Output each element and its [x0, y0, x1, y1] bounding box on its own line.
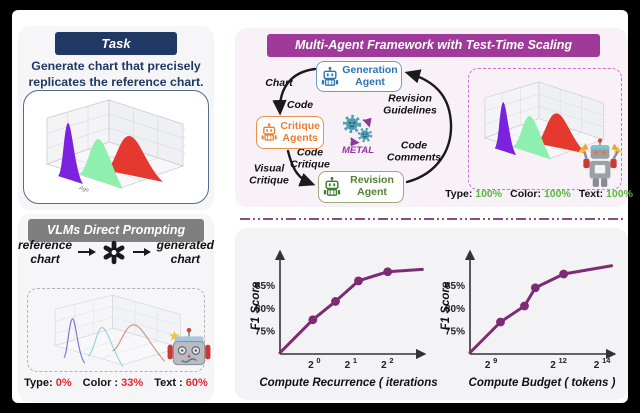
- task-description: Generate chart that precisely replicates…: [18, 59, 214, 91]
- vlm-metrics: Type: 0% Color : 33% Text : 60%: [18, 377, 214, 389]
- metric-text: Text : 60%: [154, 377, 208, 389]
- x-tick-base: 2: [345, 360, 351, 371]
- edge-label-chart: Chart: [265, 77, 293, 90]
- revision-agent-box: Revision Agent: [318, 171, 404, 203]
- critique-agents-box: Critique Agents: [256, 116, 324, 149]
- data-point: [496, 317, 505, 327]
- agent-cycle-arrows: [272, 67, 453, 187]
- metal-logo: METAL: [337, 112, 379, 156]
- framework-result-chart-box: [468, 68, 622, 190]
- vlm-flow-row: reference chart generated chart: [18, 238, 214, 267]
- metal-label: METAL: [341, 145, 374, 156]
- generated-chart-label: generated chart: [156, 238, 214, 267]
- metric-color: Color: 100%: [510, 188, 571, 200]
- chart-b-ylabel: F1 Score: [440, 281, 452, 330]
- flow-arrow-icon: [78, 248, 97, 257]
- data-point: [308, 315, 318, 325]
- dizzy-robot-icon: [167, 327, 211, 366]
- edge-label-code: Code: [286, 99, 314, 112]
- edge-label-visual-critique: Visual Critique: [249, 162, 289, 186]
- chart-a-xlabel: Compute Recurrence ( iterations ): [259, 377, 438, 389]
- metric-type: Type: 0%: [24, 377, 72, 389]
- y-tick-label: 80%: [255, 304, 275, 315]
- metal-gears-icon: [342, 114, 373, 146]
- y-tick-label: 75%: [255, 327, 275, 338]
- edge-label-code-comments: Code Comments: [386, 139, 442, 163]
- critique-agents-label: Critique Agents: [280, 119, 320, 144]
- metric-color: Color : 33%: [82, 377, 144, 389]
- y-tick-label: 85%: [445, 281, 465, 292]
- generation-agent-label: Generation Agent: [342, 63, 398, 88]
- flow-arrow-icon: [133, 248, 152, 257]
- x-tick-base: 2: [381, 360, 387, 371]
- reference-chart-xlabel: Age: [77, 185, 89, 194]
- framework-metrics: Type: 100% Color: 100% Text: 100%: [445, 188, 633, 200]
- x-tick-exponent: 12: [558, 356, 566, 365]
- task-header: Task: [55, 32, 177, 55]
- chart-b-xlabel: Compute Budget ( tokens ): [469, 377, 616, 389]
- metric-type: Type: 100%: [445, 188, 503, 200]
- data-point: [530, 283, 540, 293]
- metric-text: Text: 100%: [578, 188, 633, 200]
- generation-agent-box: Generation Agent: [316, 61, 402, 92]
- chart-a-ylabel: F1 Score: [250, 281, 262, 330]
- x-tick-exponent: 14: [602, 356, 611, 365]
- reference-chart-box: Age: [23, 90, 209, 204]
- revision-agent-label: Revision Agent: [350, 174, 394, 198]
- critique-robot-icon: [261, 122, 278, 141]
- x-tick-base: 2: [308, 360, 314, 371]
- happy-robot-icon: [578, 138, 622, 187]
- vlm-direct-prompting-panel: VLMs Direct Prompting reference chart ge…: [18, 214, 214, 402]
- framework-header: Multi-Agent Framework with Test-Time Sca…: [267, 34, 600, 57]
- x-tick-base: 2: [485, 360, 491, 371]
- data-point: [354, 276, 363, 286]
- multi-agent-framework-panel: Multi-Agent Framework with Test-Time Sca…: [235, 28, 633, 207]
- revision-robot-icon: [323, 176, 341, 196]
- openai-logo-icon: [102, 239, 127, 265]
- x-tick-exponent: 1: [353, 356, 357, 365]
- generated-chart-box: [27, 288, 205, 372]
- data-point: [559, 269, 569, 279]
- data-point: [331, 297, 340, 306]
- reference-3d-chart: Age: [46, 99, 187, 194]
- figure-canvas: Task Generate chart that precisely repli…: [12, 10, 633, 403]
- x-tick-exponent: 9: [493, 356, 497, 365]
- generation-robot-icon: [321, 65, 339, 86]
- x-tick-base: 2: [594, 360, 600, 371]
- x-tick-exponent: 0: [316, 356, 320, 365]
- section-divider: [240, 218, 626, 220]
- x-tick-base: 2: [550, 360, 556, 371]
- task-panel: Task Generate chart that precisely repli…: [18, 26, 214, 210]
- edge-label-revision-guidelines: Revision Guidelines: [383, 92, 437, 116]
- y-tick-label: 85%: [255, 281, 275, 292]
- x-tick-exponent: 2: [389, 356, 393, 365]
- data-point: [520, 301, 529, 311]
- task-description-line2: replicates the reference chart.: [28, 74, 204, 89]
- y-tick-label: 80%: [445, 304, 465, 315]
- task-description-line1: Generate chart that precisely: [31, 59, 201, 73]
- compute-budget-chart: 75%80%85% 2 9 2 12 2 14 Compute Budget ( toke…: [440, 249, 617, 389]
- reference-chart-label: reference chart: [18, 238, 73, 267]
- edge-label-code-critique: Code Critique: [290, 146, 330, 170]
- y-tick-label: 75%: [445, 327, 465, 338]
- data-point: [383, 267, 393, 277]
- vlm-header: VLMs Direct Prompting: [28, 219, 204, 242]
